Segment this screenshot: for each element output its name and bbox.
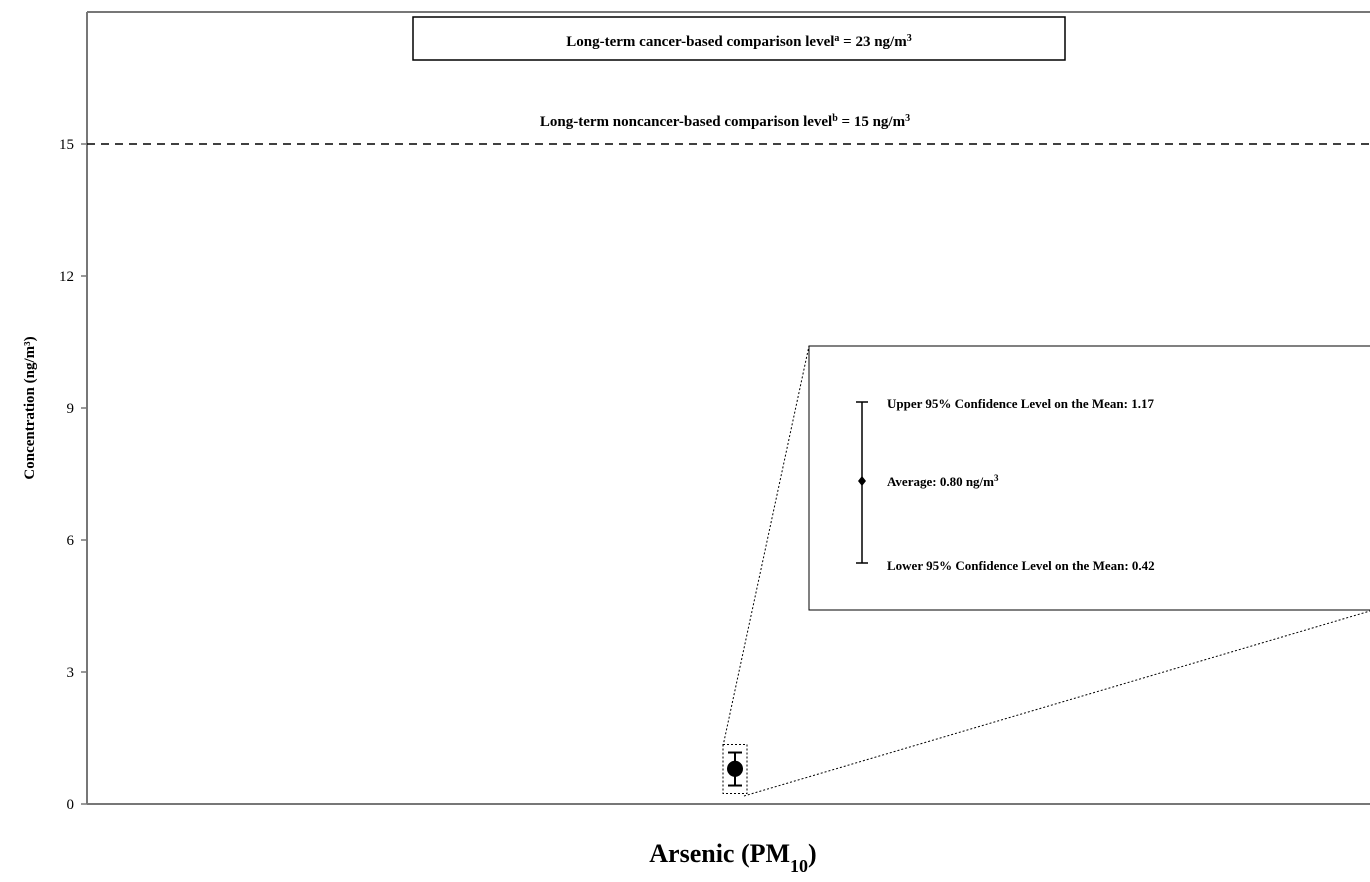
inset-average-text-main: Average: 0.80 ng/m (887, 474, 994, 489)
inset-connector-lower (743, 610, 1370, 797)
inset-legend-box (808, 345, 1370, 611)
cancer-label-pre: Long-term cancer-based comparison level (566, 34, 834, 50)
noncancer-comparison-label: Long-term noncancer-based comparison lev… (540, 113, 910, 131)
y-tick-label: 15 (59, 137, 74, 153)
inset-lower-text: Lower 95% Confidence Level on the Mean: … (887, 558, 1155, 573)
y-tick-label: 3 (67, 665, 75, 681)
y-axis-title: Concentration (ng/m³) (22, 336, 38, 479)
noncancer-label-sup: b (832, 113, 838, 124)
y-tick-label: 9 (67, 401, 75, 417)
cancer-comparison-label: Long-term cancer-based comparison levela… (566, 33, 911, 51)
y-tick-group: 0 3 6 9 12 15 (59, 137, 87, 813)
inset-upper-text: Upper 95% Confidence Level on the Mean: … (887, 396, 1154, 411)
x-axis-title-main: Arsenic (PM (649, 839, 790, 868)
zoom-highlight-box (722, 744, 748, 795)
noncancer-label-post: = 15 ng/m (838, 114, 906, 130)
inset-connector-upper (722, 345, 810, 747)
average-data-point (727, 760, 743, 777)
y-tick-label: 6 (67, 533, 75, 549)
noncancer-label-unit-sup: 3 (905, 113, 910, 124)
cancer-label-sup: a (834, 33, 839, 44)
y-tick-label: 0 (67, 797, 75, 813)
cancer-comparison-box (412, 16, 1066, 61)
y-tick-label: 12 (59, 269, 74, 285)
noncancer-label-pre: Long-term noncancer-based comparison lev… (540, 114, 832, 130)
x-axis-title-close: ) (808, 839, 817, 868)
inset-average-text-sup: 3 (994, 473, 999, 483)
inset-average-marker (858, 476, 866, 486)
cancer-label-post: = 23 ng/m (839, 34, 907, 50)
cancer-label-unit-sup: 3 (907, 33, 912, 44)
inset-average-text: Average: 0.80 ng/m3 (887, 473, 999, 489)
x-axis-title: Arsenic (PM10) (649, 839, 816, 876)
x-axis-title-sub: 10 (790, 856, 808, 876)
